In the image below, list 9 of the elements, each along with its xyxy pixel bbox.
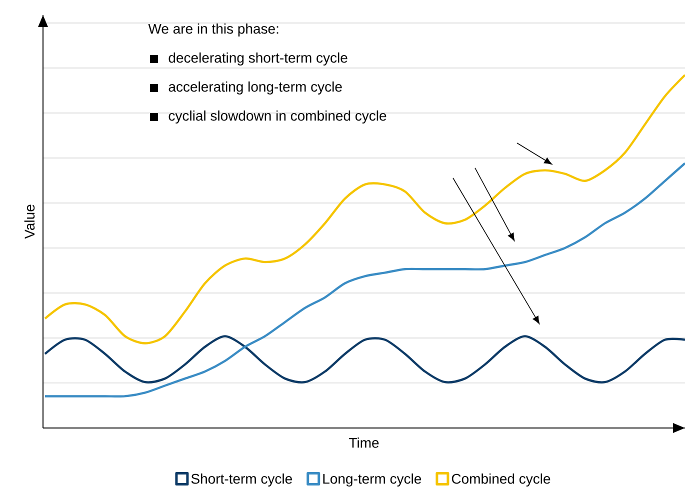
legend-label: Short-term cycle [191,473,292,487]
y-axis-title: Value [24,204,35,239]
annotation: accelerating long-term cycle [168,81,342,95]
text: decelerating short-term cycle [168,52,348,66]
annotation: cyclial slowdown in combined cycle [168,110,386,124]
legend-label: Long-term cycle [323,473,422,487]
legend-label: Combined cycle [452,473,550,487]
text: We are in this phase: [148,23,278,37]
x-axis-title: Time [349,438,379,448]
